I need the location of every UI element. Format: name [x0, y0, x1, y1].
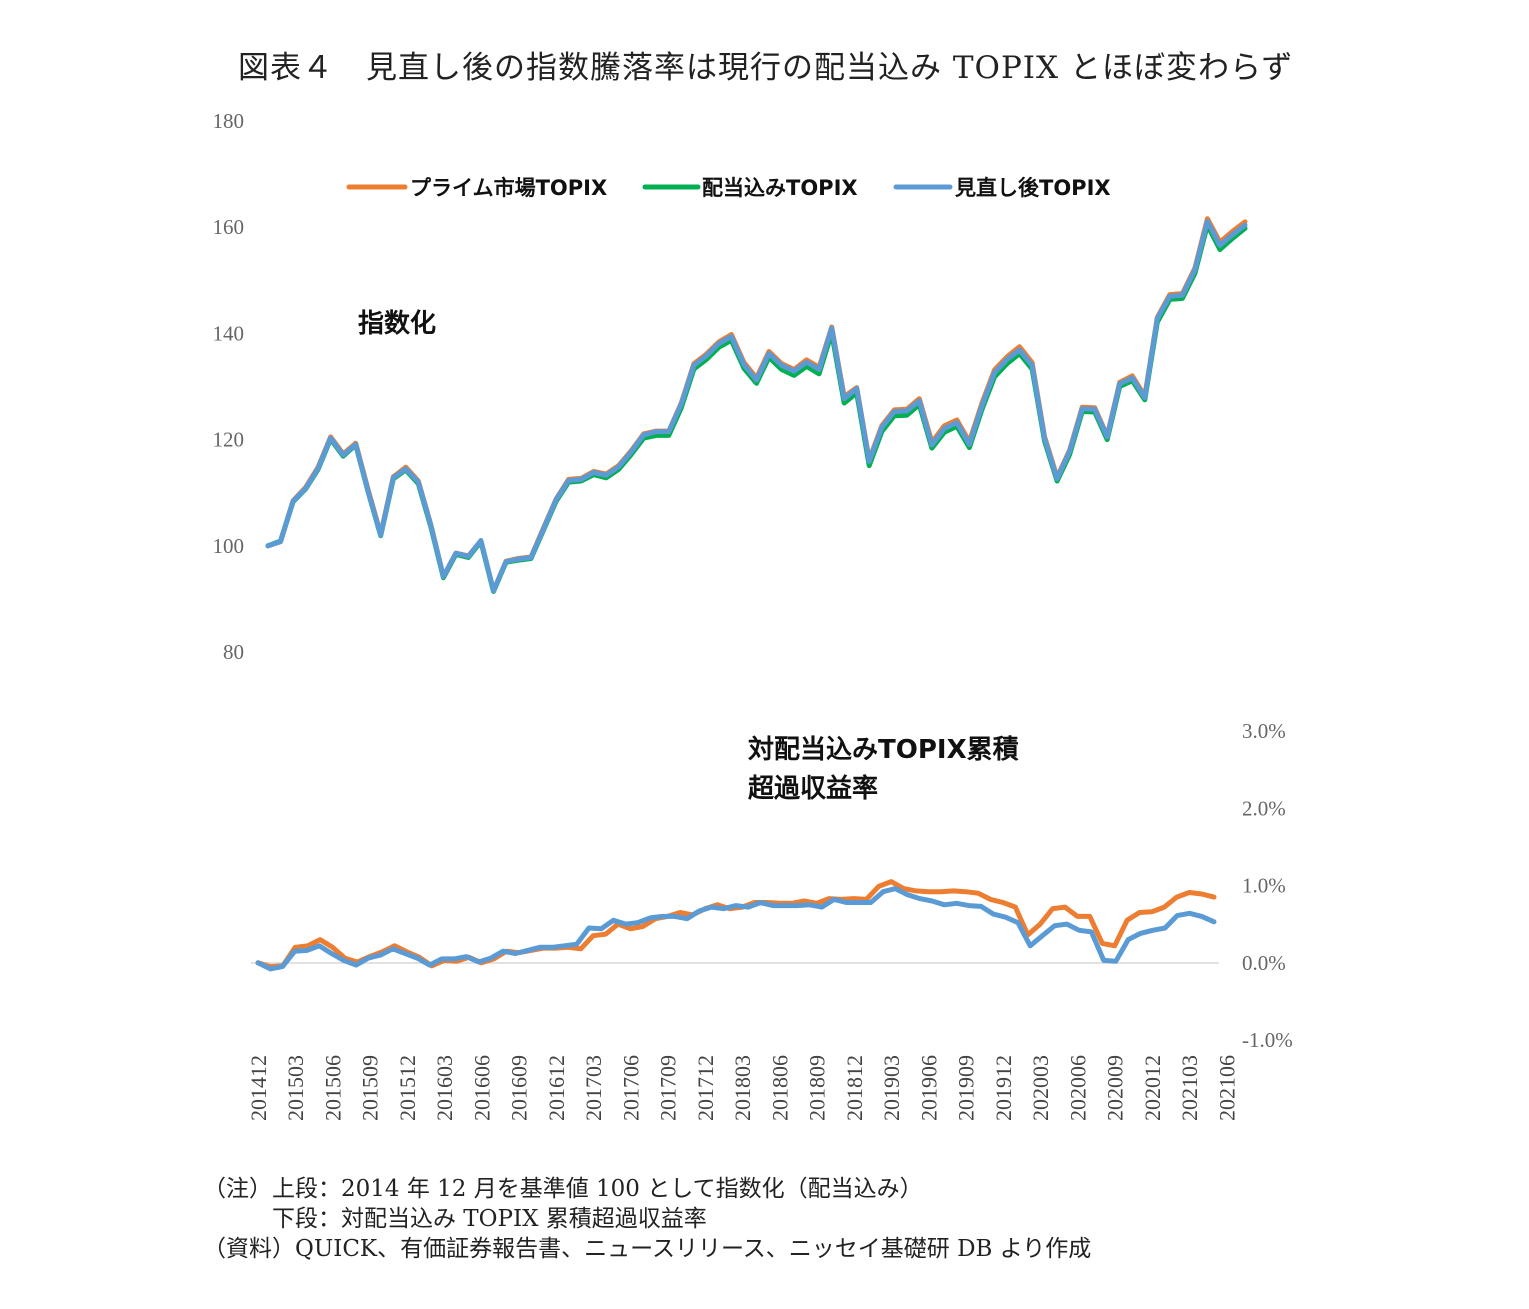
legend: プライム市場TOPIX 配当込みTOPIX 見直し後TOPIX — [346, 176, 1111, 200]
x-tick-label: 201812 — [842, 1055, 867, 1121]
x-tick-label: 201809 — [805, 1055, 830, 1121]
x-tick-label: 201512 — [395, 1055, 420, 1121]
x-tick-label: 202103 — [1177, 1055, 1202, 1121]
x-tick-label: 202009 — [1103, 1055, 1128, 1121]
footnotes: （注）上段：2014 年 12 月を基準値 100 として指数化（配当込み） 下… — [203, 1174, 1091, 1264]
upper-annotation: 指数化 — [358, 309, 436, 339]
x-tick-label: 202012 — [1140, 1055, 1165, 1121]
note-line-1: （注）上段：2014 年 12 月を基準値 100 として指数化（配当込み） — [203, 1176, 923, 1202]
lower-y-tick-label: 3.0% — [1242, 719, 1286, 743]
x-tick-label: 201903 — [879, 1055, 904, 1121]
x-tick-label: 201712 — [693, 1055, 718, 1121]
x-tick-label: 201806 — [768, 1055, 793, 1121]
upper-line-revised — [265, 218, 1248, 594]
x-tick-label: 201706 — [619, 1055, 644, 1121]
x-tick-label: 201709 — [656, 1055, 681, 1121]
x-tick-label: 201609 — [507, 1055, 532, 1121]
lower-annotation-line2: 超過収益率 — [748, 773, 878, 804]
x-tick-label: 201612 — [544, 1055, 569, 1121]
x-tick-label: 201912 — [991, 1055, 1016, 1121]
lower-y-tick-label: 1.0% — [1242, 874, 1286, 898]
x-tick-label: 201509 — [358, 1055, 383, 1121]
x-tick-label: 201906 — [916, 1055, 941, 1121]
upper-y-tick-label: 160 — [213, 215, 245, 239]
note-line-2: 下段：対配当込み TOPIX 累積超過収益率 — [203, 1206, 707, 1232]
upper-y-tick-label: 80 — [223, 640, 244, 664]
legend-label-prime: プライム市場TOPIX — [410, 176, 607, 200]
figure-title: 図表４ 見直し後の指数騰落率は現行の配当込み TOPIX とほぼ変わらず — [238, 50, 1294, 86]
x-tick-label: 201803 — [730, 1055, 755, 1121]
lower-y-tick-label: -1.0% — [1242, 1028, 1293, 1052]
x-tick-label: 201703 — [581, 1055, 606, 1121]
x-tick-label: 202006 — [1065, 1055, 1090, 1121]
x-tick-label: 201412 — [246, 1055, 271, 1121]
x-tick-label: 202106 — [1214, 1055, 1239, 1121]
legend-label-dividend: 配当込みTOPIX — [702, 176, 858, 200]
upper-y-tick-label: 140 — [213, 321, 245, 345]
x-tick-label: 201909 — [954, 1055, 979, 1121]
x-tick-label: 201506 — [321, 1055, 346, 1121]
upper-y-tick-label: 100 — [213, 534, 245, 558]
lower-y-tick-label: 0.0% — [1242, 951, 1286, 975]
upper-y-tick-label: 120 — [213, 428, 245, 452]
x-tick-label: 201606 — [470, 1055, 495, 1121]
upper-index-chart: 180 160 140 120 100 80 プライム市場TOPIX 配当込みTOPIX … — [213, 109, 1248, 664]
lower-annotation-line1: 対配当込みTOPIX累積 — [748, 735, 1019, 765]
x-tick-label: 201603 — [432, 1055, 457, 1121]
upper-line-dividend — [265, 222, 1248, 594]
upper-line-prime — [265, 216, 1248, 594]
x-tick-label: 201503 — [283, 1055, 308, 1121]
lower-y-tick-label: 2.0% — [1242, 796, 1286, 820]
x-tick-label: 202003 — [1028, 1055, 1053, 1121]
lower-excess-return-chart: 3.0% 2.0% 1.0% 0.0% -1.0% 201412 201503 201506… — [246, 719, 1293, 1121]
legend-label-revised: 見直し後TOPIX — [955, 176, 1111, 200]
note-line-3: （資料）QUICK、有価証券報告書、ニュースリリース、ニッセイ基礎研 DB より… — [203, 1236, 1092, 1262]
lower-line-revised — [255, 886, 1217, 972]
upper-y-tick-label: 180 — [213, 109, 245, 133]
